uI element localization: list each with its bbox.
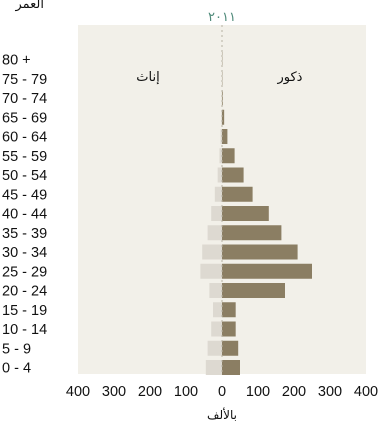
bar-male-6 [222, 244, 298, 260]
y-tick-label: 35 - 39 [2, 226, 47, 242]
bar-male-2 [222, 321, 236, 337]
x-tick-label: 100 [174, 384, 198, 400]
bar-female-13 [221, 109, 222, 125]
bar-female-5 [200, 263, 222, 279]
y-tick-label: 20 - 24 [2, 284, 47, 300]
y-tick-label: 60 - 64 [2, 130, 47, 146]
bar-male-14 [222, 90, 223, 106]
bar-female-4 [209, 283, 222, 298]
bar-female-0 [205, 360, 222, 375]
bar-male-8 [222, 206, 269, 221]
y-tick-label: 0 - 4 [2, 361, 31, 377]
bar-male-11 [222, 148, 235, 164]
x-tick-label: 400 [354, 384, 378, 400]
legend-label-female: إناث [136, 70, 159, 85]
y-tick-label: 15 - 19 [2, 303, 47, 319]
y-tick-label: 70 - 74 [2, 91, 47, 107]
x-axis-title: بالألف [207, 407, 237, 422]
y-tick-label: 30 - 34 [2, 245, 47, 261]
x-tick-label: 100 [246, 384, 270, 400]
bar-male-7 [222, 225, 282, 241]
bar-male-3 [222, 302, 236, 318]
legend-label-male: ذكور [277, 70, 303, 85]
bar-female-8 [211, 206, 222, 221]
bar-female-1 [207, 340, 222, 356]
y-tick-label: 5 - 9 [2, 341, 31, 357]
x-tick-label: 300 [102, 384, 126, 400]
y-tick-label: 75 - 79 [2, 72, 47, 88]
x-tick-label: 400 [66, 384, 90, 400]
bar-female-6 [202, 244, 222, 260]
y-tick-label: 45 - 49 [2, 187, 47, 203]
bar-female-10 [217, 167, 222, 183]
y-tick-label: 40 - 44 [2, 207, 47, 223]
bar-male-0 [222, 360, 240, 375]
x-tick-label: 200 [282, 384, 306, 400]
bar-male-5 [222, 263, 312, 279]
y-tick-label: 50 - 54 [2, 168, 47, 184]
bar-female-2 [211, 321, 222, 337]
y-axis-title: العمر [14, 0, 44, 12]
y-tick-label: 80 + [2, 53, 31, 69]
x-tick-label: 200 [138, 384, 162, 400]
x-tick-labels: 400 300 200 100 0 100 200 300 400 [66, 384, 378, 400]
y-tick-label: 25 - 29 [2, 264, 47, 280]
x-tick-label: 0 [218, 384, 226, 400]
y-tick-label: 10 - 14 [2, 322, 47, 338]
y-tick-label: 65 - 69 [2, 110, 47, 126]
bar-female-12 [220, 129, 222, 144]
chart-title: ٢٠١١ [208, 10, 236, 25]
y-tick-label: 55 - 59 [2, 149, 47, 165]
bar-female-3 [213, 302, 222, 318]
x-tick-label: 300 [318, 384, 342, 400]
bar-female-11 [219, 148, 222, 164]
bar-male-1 [222, 340, 239, 356]
bar-male-13 [222, 109, 225, 125]
bars-layer [200, 52, 312, 375]
bar-male-9 [222, 186, 253, 202]
bar-female-9 [214, 186, 222, 202]
bar-male-12 [222, 129, 228, 144]
y-tick-labels: 0 - 4 5 - 9 10 - 14 15 - 19 20 - 24 25 - 29 30… [2, 53, 47, 377]
bar-male-10 [222, 167, 244, 183]
bar-male-4 [222, 283, 285, 298]
bar-female-7 [207, 225, 222, 241]
